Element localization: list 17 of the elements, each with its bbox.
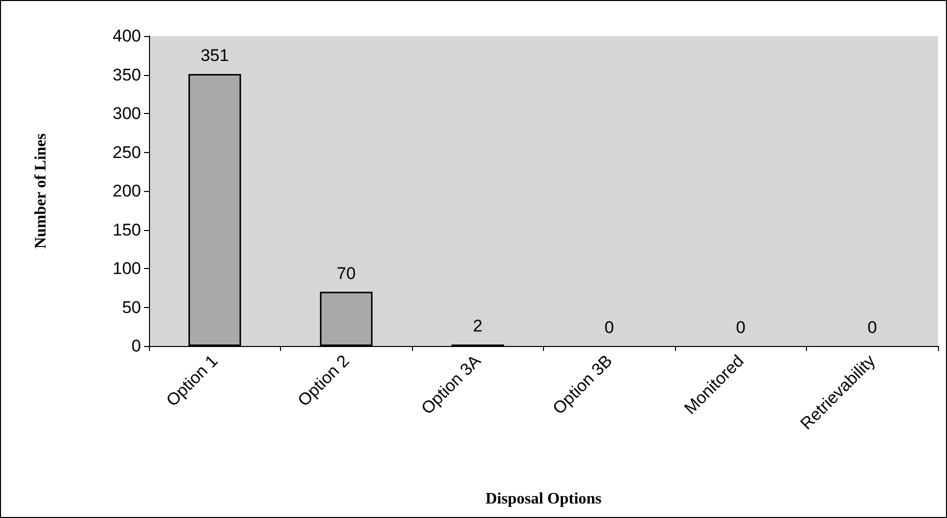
y-tick-label: 300 [112,104,141,123]
y-tick-label: 0 [132,336,141,356]
data-label: 351 [200,46,229,65]
y-tick-label: 100 [112,259,141,278]
data-label: 0 [868,318,877,337]
y-tick-label: 250 [112,142,141,162]
y-tick-label: 50 [122,298,141,317]
data-label: 70 [336,264,356,283]
data-label: 0 [604,318,614,337]
data-label: 0 [736,318,746,337]
y-tick-label: 150 [112,220,141,240]
y-tick-label: 200 [112,182,141,200]
y-axis-title: Number of Lines [32,133,50,249]
y-tick-label: 400 [112,26,141,46]
y-tick-label: 350 [112,65,141,84]
data-label: 2 [473,316,482,336]
x-axis-title: Disposal Options [485,490,602,508]
